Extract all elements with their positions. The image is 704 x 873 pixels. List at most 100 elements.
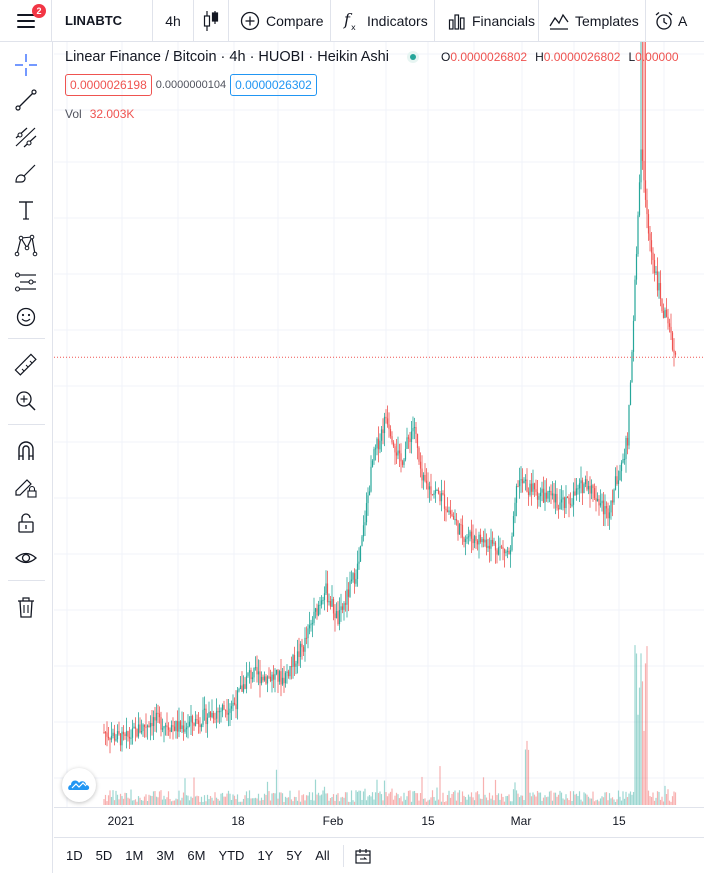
templates-button[interactable]: Templates [539, 0, 646, 42]
volume-bar [523, 800, 525, 805]
buy-price-button[interactable]: 0.0000026302 [230, 74, 317, 96]
volume-bar [301, 795, 303, 805]
candle-body [127, 731, 129, 737]
volume-bar [293, 796, 296, 805]
candle-body [391, 436, 393, 443]
pitchfork-tool[interactable] [13, 124, 39, 150]
volume-bar [664, 785, 666, 805]
time-axis[interactable]: 2021 18 Feb 15 Mar 15 [54, 807, 704, 837]
calendar-goto-icon[interactable] [354, 847, 372, 865]
range-ytd-button[interactable]: YTD [218, 848, 245, 863]
volume-bar [316, 794, 318, 805]
candle-body [613, 489, 615, 503]
ruler-tool[interactable] [13, 352, 39, 378]
volume-bar [338, 801, 341, 805]
time-label: 15 [612, 814, 626, 828]
compare-button[interactable]: Compare [229, 0, 331, 42]
volume-bar [442, 792, 444, 805]
candle-body [385, 416, 387, 419]
volume-bar [124, 792, 126, 805]
volume-bar [176, 799, 179, 805]
volume-bar [509, 801, 512, 805]
volume-bar [547, 796, 549, 805]
chart-pane[interactable] [54, 42, 704, 807]
interval-button[interactable]: 4h [153, 0, 194, 42]
candle-body [241, 685, 243, 692]
volume-bar [661, 796, 663, 805]
top-toolbar: 2 LINABTC 4h Compare f x Indicators [0, 0, 704, 42]
candle-body [428, 486, 431, 490]
candle-body [206, 717, 209, 725]
financials-button[interactable]: Financials [435, 0, 539, 42]
lock-drawing-tool[interactable] [13, 474, 39, 500]
volume-bar [646, 646, 648, 805]
candle-body [256, 667, 258, 675]
candle-body [557, 508, 560, 510]
date-range-bar: 1D 5D 1M 3M 6M YTD 1Y 5Y All [54, 837, 704, 873]
zoom-tool[interactable] [13, 388, 39, 414]
candle-body [523, 480, 525, 484]
unlock-tool[interactable] [13, 510, 39, 536]
sell-price-button[interactable]: 0.0000026198 [65, 74, 152, 96]
text-tool[interactable] [13, 197, 39, 223]
candle-body [469, 531, 471, 537]
prediction-tool[interactable] [13, 269, 39, 295]
range-1y-button[interactable]: 1Y [257, 848, 274, 863]
crosshair-tool[interactable] [13, 52, 39, 78]
indicators-label: Indicators [367, 12, 428, 29]
price-chart[interactable] [54, 42, 704, 807]
volume-bar [262, 799, 264, 805]
volume-bar [346, 792, 348, 805]
range-5y-button[interactable]: 5Y [286, 848, 303, 863]
volume-bar [232, 794, 234, 805]
menu-button[interactable]: 2 [0, 0, 52, 42]
volume-bar [326, 793, 329, 805]
range-1m-button[interactable]: 1M [125, 848, 144, 863]
pattern-tool[interactable] [13, 232, 39, 258]
range-6m-button[interactable]: 6M [187, 848, 206, 863]
symbol-legend[interactable]: Linear Finance / Bitcoin · 4h · HUOBI · … [65, 49, 679, 65]
volume-bar [179, 800, 182, 805]
candle-body [239, 685, 242, 690]
range-5d-button[interactable]: 5D [95, 848, 113, 863]
candle-body [604, 506, 606, 515]
symbol-search-button[interactable]: LINABTC [52, 0, 153, 42]
candle-body [182, 725, 185, 732]
indicators-button[interactable]: f x Indicators [331, 0, 435, 42]
magnet-icon [18, 441, 34, 460]
volume-bar [172, 800, 174, 805]
candle-body [253, 667, 255, 678]
candle-body [310, 623, 312, 626]
chart-type-button[interactable] [194, 0, 229, 42]
volume-bar [386, 796, 389, 805]
tradingview-logo[interactable] [62, 768, 96, 802]
candle-body [212, 712, 215, 719]
magnet-tool[interactable] [13, 438, 39, 464]
candle-body [205, 708, 207, 725]
volume-bar [226, 793, 228, 805]
candle-body [638, 182, 641, 216]
range-all-button[interactable]: All [315, 848, 330, 863]
candle-body [554, 493, 557, 503]
candle-body [551, 493, 554, 496]
visibility-tool[interactable] [13, 545, 39, 571]
emoji-tool[interactable] [13, 304, 39, 330]
volume-bar [185, 795, 188, 805]
remove-drawings-tool[interactable] [13, 594, 39, 620]
candle-body [173, 726, 176, 731]
brush-tool[interactable] [13, 160, 39, 186]
alert-button[interactable]: A [646, 0, 704, 42]
volume-bar [638, 687, 641, 805]
volume-bar [151, 796, 153, 805]
range-3m-button[interactable]: 3M [156, 848, 175, 863]
volume-bar [607, 800, 609, 805]
volume-legend[interactable]: Vol 32.003K [65, 107, 134, 121]
candle-body [418, 447, 420, 462]
low-label: L [628, 50, 636, 64]
volume-bar [500, 793, 503, 805]
trend-line-tool[interactable] [13, 87, 39, 113]
pitchfork-icon [15, 127, 37, 148]
volume-bar [112, 790, 114, 805]
range-1d-button[interactable]: 1D [66, 848, 83, 863]
candle-body [440, 493, 443, 502]
